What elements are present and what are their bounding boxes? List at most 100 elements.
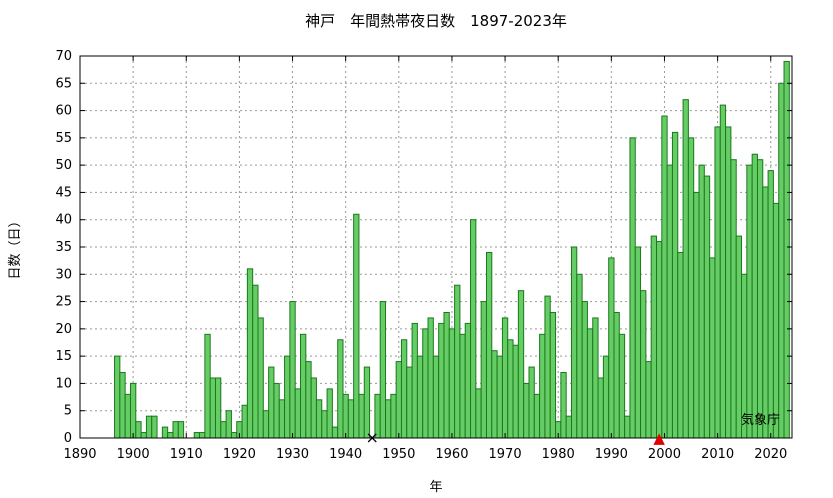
x-tick-label: 1910 <box>170 447 203 462</box>
bar-1939 <box>337 339 344 439</box>
bar-1928 <box>278 399 286 439</box>
bar-1981 <box>560 372 567 439</box>
bar-1974 <box>523 382 530 439</box>
bar-1898 <box>119 372 126 439</box>
bar-1979 <box>549 311 557 439</box>
bar-1953 <box>411 322 418 439</box>
marker-1999: ▲ <box>653 429 665 447</box>
bar-1949 <box>390 393 397 439</box>
y-tick-label: 15 <box>55 349 72 364</box>
bar-1972 <box>512 344 519 439</box>
bar-1996 <box>640 290 647 439</box>
bar-2012 <box>725 126 732 439</box>
bar-1999 <box>656 241 663 439</box>
bar-1917 <box>220 421 227 439</box>
bar-1899 <box>124 393 131 439</box>
bar-1955 <box>422 328 429 439</box>
bar-1942 <box>353 213 360 439</box>
bar-1907 <box>167 432 174 439</box>
bar-2000 <box>661 115 668 439</box>
bar-1943 <box>358 393 365 439</box>
bar-1982 <box>565 415 572 439</box>
bar-1912 <box>193 432 201 439</box>
x-tick-label: 1980 <box>542 447 575 462</box>
y-tick-label: 0 <box>64 431 72 446</box>
x-tick-label: 2010 <box>701 447 734 462</box>
bar-1978 <box>544 295 551 439</box>
bar-1965 <box>475 388 482 439</box>
bar-1902 <box>140 432 147 439</box>
bar-1958 <box>438 322 445 439</box>
x-tick-label: 2020 <box>754 447 787 462</box>
bar-1952 <box>406 366 413 439</box>
bar-1903 <box>145 415 153 439</box>
bar-1924 <box>257 317 264 439</box>
bar-1916 <box>214 377 222 439</box>
bar-2011 <box>719 104 727 439</box>
bar-1921 <box>241 404 248 439</box>
bar-2005 <box>687 137 695 439</box>
bar-2020 <box>767 170 774 439</box>
bar-1973 <box>517 290 525 439</box>
bar-1908 <box>172 421 179 439</box>
bar-2022 <box>778 82 785 439</box>
x-tick-label: 2000 <box>648 447 681 462</box>
bar-1927 <box>273 382 280 439</box>
bar-1957 <box>432 355 440 439</box>
bar-2004 <box>682 99 689 439</box>
x-axis-label: 年 <box>429 480 442 495</box>
y-tick-label: 65 <box>55 76 72 91</box>
bar-2018 <box>756 159 764 439</box>
bar-2009 <box>709 257 716 439</box>
bar-2014 <box>735 235 743 439</box>
axis-ticks: 1890 1900 1910 1920 1930 1940 1950 1960 1970 1980… <box>55 49 792 462</box>
bar-1913 <box>199 432 206 439</box>
bar-1983 <box>570 246 578 439</box>
markers: × ▲ <box>366 428 666 447</box>
bar-1941 <box>347 399 355 439</box>
y-tick-label: 5 <box>64 404 72 419</box>
x-tick-label: 1960 <box>435 447 468 462</box>
bar-1909 <box>177 421 185 439</box>
bar-2013 <box>730 159 737 439</box>
bar-1930 <box>289 301 296 439</box>
bar-2001 <box>666 164 673 439</box>
x-tick-label: 1990 <box>595 447 628 462</box>
marker-1945: × <box>366 428 379 447</box>
x-tick-label: 1920 <box>223 447 256 462</box>
bar-1934 <box>310 377 317 439</box>
bar-1933 <box>305 361 312 439</box>
bar-1926 <box>268 366 275 439</box>
x-tick-label: 1890 <box>63 447 96 462</box>
bar-2023 <box>783 60 790 439</box>
bar-1967 <box>485 251 493 439</box>
bar-1938 <box>331 426 339 439</box>
bar-1959 <box>443 311 450 439</box>
y-tick-label: 50 <box>55 158 72 173</box>
x-tick-label: 1970 <box>489 447 522 462</box>
y-axis-label: 日数（日） <box>8 214 23 279</box>
bar-1960 <box>448 328 456 439</box>
bar-1995 <box>634 246 642 439</box>
bar-1925 <box>262 410 270 439</box>
bar-1940 <box>342 393 349 439</box>
bar-1970 <box>501 317 509 439</box>
bar-1962 <box>459 333 466 439</box>
bar-1923 <box>252 284 259 439</box>
bar-1968 <box>491 350 498 439</box>
y-tick-label: 20 <box>55 322 72 337</box>
bar-2016 <box>746 164 753 439</box>
bar-1956 <box>427 317 434 439</box>
bar-1987 <box>592 317 599 439</box>
y-tick-label: 35 <box>55 240 72 255</box>
bar-1948 <box>385 399 392 439</box>
bar-2003 <box>677 251 684 439</box>
bar-1914 <box>204 333 211 439</box>
bar-1929 <box>284 355 291 439</box>
bar-1901 <box>135 421 142 439</box>
x-tick-label: 1940 <box>329 447 362 462</box>
bar-1963 <box>464 322 472 439</box>
bar-1897 <box>114 355 121 439</box>
source-label: 気象庁 <box>741 412 780 428</box>
x-tick-label: 1950 <box>382 447 415 462</box>
